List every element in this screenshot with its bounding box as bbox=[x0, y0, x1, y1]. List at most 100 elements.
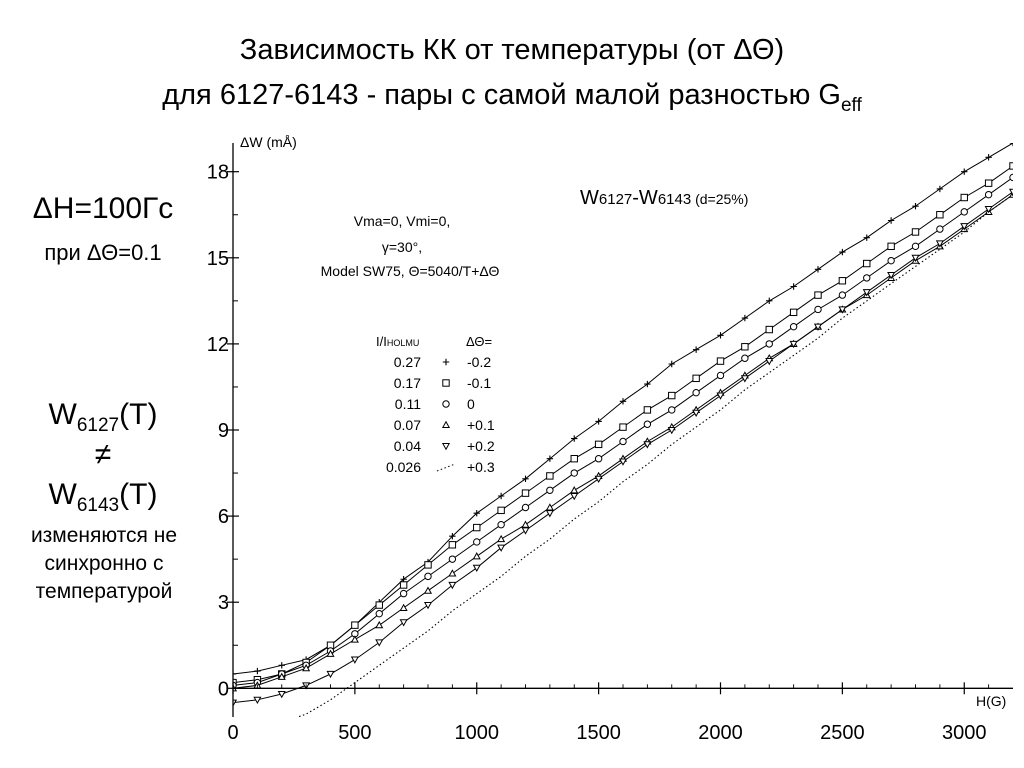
series-0.04 bbox=[233, 188, 1013, 707]
point-marker-square bbox=[668, 391, 676, 400]
point-marker-triangle-up bbox=[375, 620, 384, 629]
legend-ratio: 0.026 bbox=[386, 459, 421, 475]
point-marker-triangle-down bbox=[716, 392, 725, 400]
point-marker-plus bbox=[766, 297, 773, 305]
point-marker-circle bbox=[741, 354, 749, 362]
point-marker-circle bbox=[497, 521, 505, 529]
lines-label-w: W bbox=[580, 187, 599, 209]
point-marker-triangle-up bbox=[326, 649, 335, 657]
legend-dtheta: +0.1 bbox=[467, 417, 495, 433]
delta-theta-label: при ΔΘ=0.1 bbox=[44, 240, 162, 265]
lines-label-dash: -W bbox=[632, 187, 658, 209]
legend: 0.27 -0.20.17 -0.10.11 00.07 +0.10.04 +0.20.0… bbox=[386, 354, 495, 475]
point-marker-triangle-down bbox=[643, 441, 652, 449]
point-marker-square bbox=[960, 193, 968, 202]
legend-row: 0.17 -0.1 bbox=[394, 375, 492, 391]
w2-letter: W bbox=[48, 478, 77, 511]
point-marker-circle bbox=[375, 609, 383, 618]
point-marker-square bbox=[838, 277, 847, 285]
y-tick-label: 9 bbox=[218, 420, 229, 442]
point-marker-square bbox=[911, 228, 920, 236]
point-marker-triangle-down bbox=[375, 639, 384, 647]
legend-ratio: 0.17 bbox=[394, 375, 421, 391]
point-marker-plus bbox=[912, 202, 919, 210]
legend-dotted-symbol bbox=[436, 463, 456, 472]
point-marker-triangle-down bbox=[618, 458, 628, 466]
point-marker-circle bbox=[448, 555, 457, 563]
point-marker-circle bbox=[399, 589, 408, 598]
point-marker-plus bbox=[522, 475, 529, 482]
point-marker-square bbox=[473, 523, 481, 532]
point-marker-triangle-down bbox=[326, 670, 335, 679]
w2-sub: 6143 bbox=[76, 495, 120, 516]
x-tick-label: 0 bbox=[227, 722, 238, 744]
point-marker-triangle-down bbox=[545, 510, 554, 518]
point-marker-circle bbox=[765, 340, 773, 348]
point-marker-circle bbox=[570, 469, 578, 477]
params-line-1: Vma=0, Vmi=0, bbox=[354, 213, 451, 229]
point-marker-triangle-down bbox=[667, 426, 676, 435]
chart-title-line2: для 6127-6143 - пары с самой малой разно… bbox=[0, 78, 1024, 123]
legend-row: 0.11 0 bbox=[395, 396, 475, 412]
point-marker-triangle-up bbox=[545, 503, 554, 511]
legend-header-col2: ΔΘ= bbox=[466, 334, 492, 349]
point-marker-triangle-up bbox=[570, 486, 579, 494]
point-marker-square bbox=[863, 259, 871, 268]
point-marker-square bbox=[619, 423, 627, 431]
legend-header-col1: I/IHOLMU bbox=[376, 334, 419, 349]
legend-ratio: 0.07 bbox=[394, 417, 421, 433]
legend-row: 0.07 +0.1 bbox=[394, 417, 495, 433]
point-marker-triangle-down bbox=[350, 656, 359, 664]
point-marker-circle bbox=[668, 406, 676, 414]
point-marker-plus bbox=[278, 662, 285, 669]
legend-dtheta: +0.3 bbox=[467, 459, 495, 475]
point-marker-circle bbox=[814, 305, 822, 314]
point-marker-circle bbox=[960, 208, 968, 216]
point-marker-plus bbox=[961, 168, 968, 175]
point-marker-triangle-down bbox=[521, 527, 530, 535]
point-marker-triangle-down bbox=[497, 544, 506, 552]
point-marker-triangle-up bbox=[497, 534, 506, 543]
lines-label-sub2: 6143 bbox=[658, 191, 691, 208]
w2-suffix: (T) bbox=[119, 478, 158, 511]
point-marker-plus bbox=[571, 435, 578, 442]
legend-ratio: 0.04 bbox=[394, 438, 421, 454]
legend-row: 0.27 -0.2 bbox=[394, 354, 492, 370]
point-marker-triangle-down bbox=[862, 289, 871, 297]
point-marker-triangle-up bbox=[277, 672, 286, 680]
point-marker-square bbox=[741, 343, 749, 351]
series-line-0.27 bbox=[233, 143, 1013, 675]
series-line-0.11 bbox=[233, 176, 1013, 686]
point-marker-square bbox=[351, 621, 359, 629]
point-marker-square bbox=[814, 291, 822, 299]
point-marker-triangle-down bbox=[838, 306, 847, 314]
legend-dtheta: -0.1 bbox=[467, 375, 491, 391]
params-line-3: Model SW75, Θ=5040/T+ΔΘ bbox=[321, 263, 500, 279]
point-marker-plus bbox=[985, 154, 992, 161]
point-marker-triangle-down bbox=[253, 696, 262, 705]
point-marker-square bbox=[594, 440, 603, 449]
point-marker-plus bbox=[595, 418, 602, 425]
point-marker-triangle-up bbox=[302, 663, 311, 672]
chart-title-line2-text: для 6127-6143 - пары с самой малой разно… bbox=[162, 79, 841, 111]
point-marker-triangle-up bbox=[521, 520, 530, 528]
legend-header-col1-sub: HOLMU bbox=[387, 338, 420, 348]
point-marker-triangle-down bbox=[960, 223, 969, 231]
point-marker-square bbox=[448, 541, 457, 549]
point-marker-square bbox=[643, 406, 652, 414]
x-tick-label: 500 bbox=[338, 722, 371, 744]
point-marker-triangle-up bbox=[472, 552, 481, 560]
point-marker-circle bbox=[838, 291, 847, 299]
point-marker-plus bbox=[936, 185, 944, 193]
point-marker-triangle-down bbox=[692, 409, 701, 418]
point-marker-plus bbox=[546, 455, 554, 462]
point-marker-triangle-down bbox=[887, 271, 896, 280]
y-tick-label: 3 bbox=[218, 592, 229, 614]
point-marker-plus bbox=[1009, 143, 1013, 147]
x-tick-label: 2000 bbox=[698, 722, 743, 744]
point-marker-circle bbox=[442, 400, 450, 408]
point-marker-plus bbox=[668, 360, 675, 368]
point-marker-triangle-down bbox=[594, 475, 603, 484]
lines-label-sub1: 6127 bbox=[599, 191, 632, 208]
point-marker-square bbox=[692, 374, 700, 383]
